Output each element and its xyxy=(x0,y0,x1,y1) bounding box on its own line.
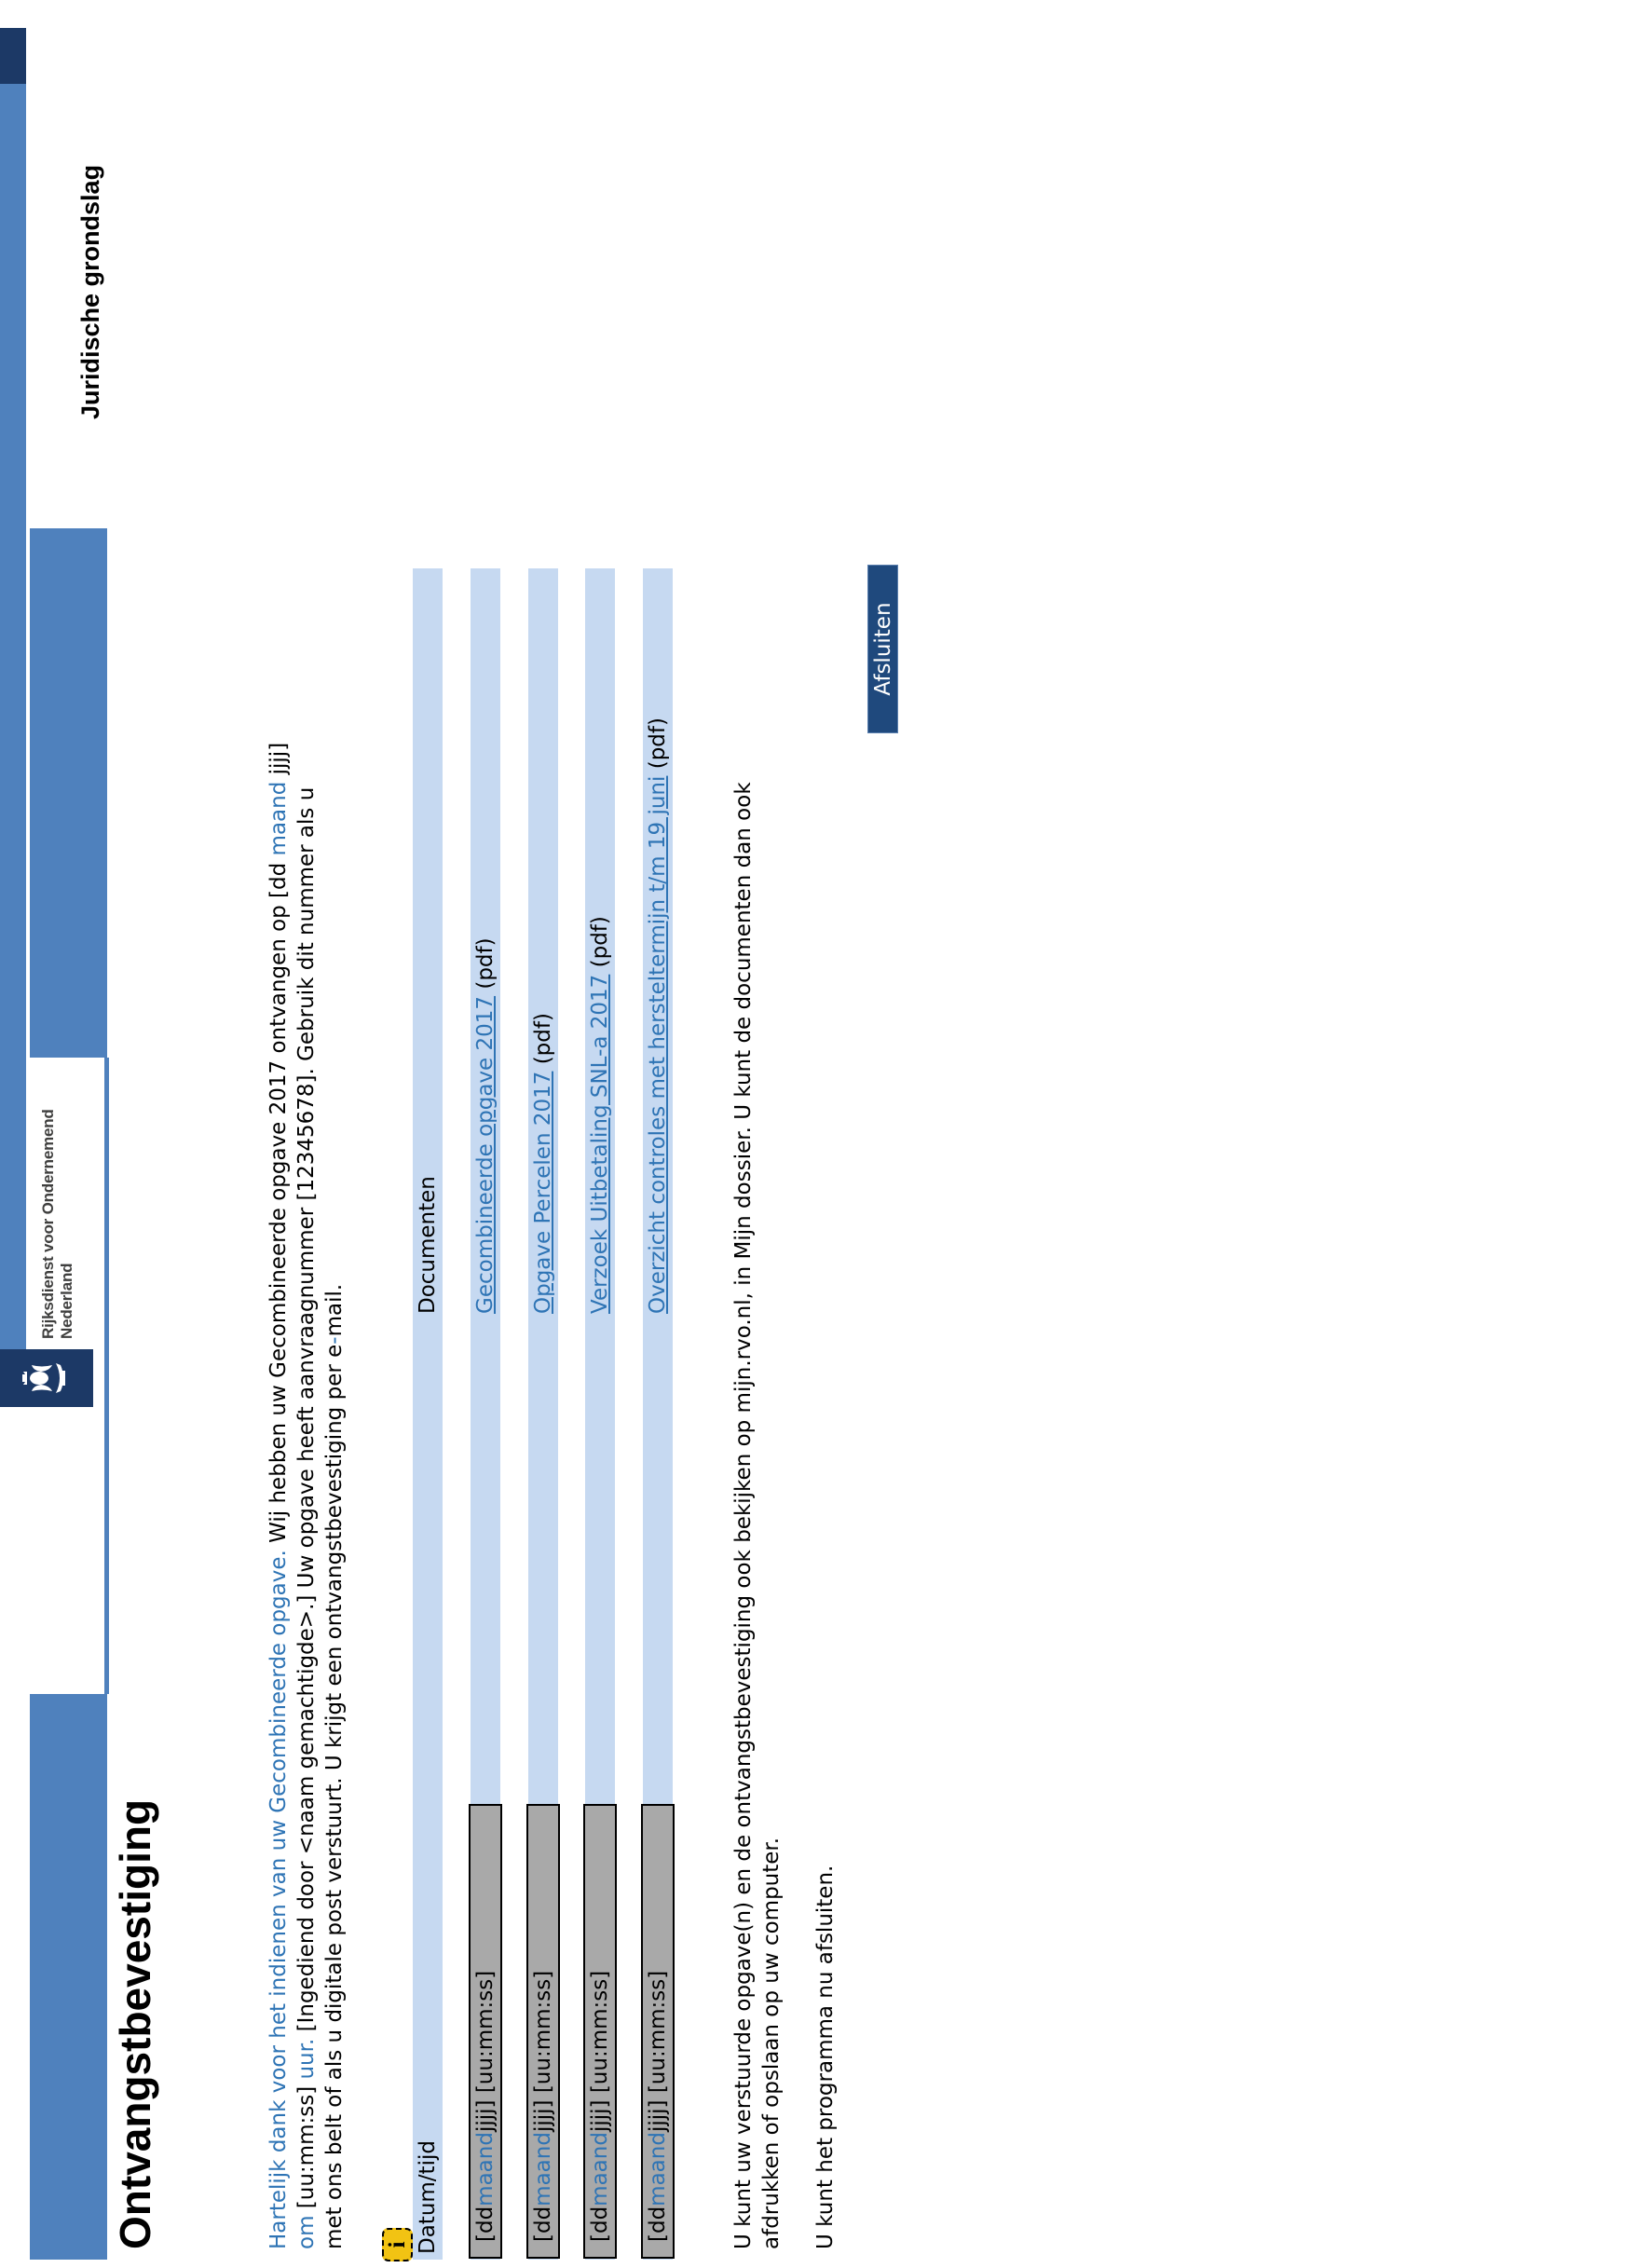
legal-basis-link[interactable]: Juridische grondslag xyxy=(76,164,104,419)
document-link[interactable]: Gecombineerde opgave 2017 xyxy=(473,995,498,1314)
column-header-documenten: Documenten xyxy=(416,1176,440,1314)
document-suffix: (pdf) xyxy=(531,1013,555,1072)
document-suffix: (pdf) xyxy=(473,937,498,996)
datetime-segment: jjjj] [uu:mm:ss] xyxy=(588,1970,612,2133)
datetime-segment: jjjj] [uu:mm:ss] xyxy=(531,1970,555,2133)
document-cell: Gecombineerde opgave 2017 (pdf) xyxy=(473,937,498,1314)
document-link[interactable]: Overzicht controles met hersteltermijn t… xyxy=(646,775,670,1314)
datetime-field: [dd maand jjjj] [uu:mm:ss] xyxy=(526,1804,560,2259)
document-cell: Overzicht controles met hersteltermijn t… xyxy=(646,717,670,1314)
document-suffix: (pdf) xyxy=(646,717,670,776)
footer-paragraph-2: U kunt het programma nu afsluiten. xyxy=(813,1865,838,2249)
datetime-segment: [dd xyxy=(588,2206,612,2242)
text-segment: Hartelijk dank voor het indienen van uw … xyxy=(266,1550,291,2249)
datetime-segment: maand xyxy=(473,2132,498,2207)
header-bar-left xyxy=(30,1694,107,2260)
close-button[interactable]: Afsluiten xyxy=(867,565,898,733)
text-segment: [Ingediend door <naam gemachtigde>.] Uw … xyxy=(294,786,319,2039)
info-icon: i xyxy=(382,2228,413,2261)
datetime-field: [dd maand jjjj] [uu:mm:ss] xyxy=(583,1804,617,2259)
datetime-field: [dd maand jjjj] [uu:mm:ss] xyxy=(469,1804,502,2259)
datetime-segment: [dd xyxy=(531,2206,555,2242)
page-title: Ontvangstbevestiging xyxy=(111,1798,159,2249)
document-suffix: (pdf) xyxy=(588,916,612,975)
table-row: [dd maand jjjj] [uu:mm:ss] Gecombineerde … xyxy=(469,568,502,2260)
column-header-datumtijd: Datum/tijd xyxy=(416,2140,440,2254)
intro-paragraph: Hartelijk dank voor het indienen van uw … xyxy=(265,743,348,2249)
text-segment: uur. xyxy=(294,2038,319,2080)
header-bar-right xyxy=(30,528,107,1058)
datetime-field: [dd maand jjjj] [uu:mm:ss] xyxy=(641,1804,675,2259)
top-edge-strip-dark xyxy=(0,28,26,84)
text-segment: mail. xyxy=(322,1283,347,1337)
text-segment: om xyxy=(294,2215,319,2249)
text-segment: Wij hebben uw Gecombineerde opgave 2017 … xyxy=(266,855,291,1551)
top-edge-strip xyxy=(0,84,26,1355)
text-segment: jjjj] xyxy=(266,742,291,782)
rijksoverheid-ribbon xyxy=(0,1349,93,1407)
intro-line-2: om [uu:mm:ss] uur. [Ingediend door <naam… xyxy=(293,743,321,2249)
datetime-segment: [dd xyxy=(646,2206,670,2242)
datetime-segment: maand xyxy=(646,2132,670,2207)
header-bar-underline xyxy=(104,1058,109,1694)
footer-paragraph-1-line-1: U kunt uw verstuurde opgave(n) en de ont… xyxy=(731,782,756,2249)
document-cell: Verzoek Uitbetaling SNL-a 2017 (pdf) xyxy=(588,916,612,1314)
text-segment: - xyxy=(322,1336,347,1345)
datetime-segment: jjjj] [uu:mm:ss] xyxy=(646,1970,670,2133)
table-row: [dd maand jjjj] [uu:mm:ss] Verzoek Uitbet… xyxy=(583,568,617,2260)
logo-text: Rijksdienst voor Ondernemend Nederland xyxy=(39,1109,76,1339)
footer-paragraph-1-line-2: afdrukken of opslaan op uw computer. xyxy=(759,1837,784,2249)
logo-line2: Nederland xyxy=(58,1263,75,1339)
document-link[interactable]: Opgave Percelen 2017 xyxy=(531,1071,555,1314)
rijksoverheid-crest-icon xyxy=(20,1359,73,1397)
table-row: [dd maand jjjj] [uu:mm:ss] Opgave Percele… xyxy=(526,568,560,2260)
document-link[interactable]: Verzoek Uitbetaling SNL-a 2017 xyxy=(588,974,612,1314)
text-segment: maand xyxy=(266,781,291,856)
text-segment: met ons belt of als u digitale post vers… xyxy=(322,1344,347,2249)
text-segment: [uu:mm:ss] xyxy=(294,2079,319,2216)
datetime-segment: [dd xyxy=(473,2206,498,2242)
datetime-segment: maand xyxy=(588,2132,612,2207)
table-header-row: Datum/tijd Documenten xyxy=(413,568,443,2260)
logo-line1: Rijksdienst voor Ondernemend xyxy=(39,1109,57,1339)
table-row: [dd maand jjjj] [uu:mm:ss] Overzicht cont… xyxy=(641,568,675,2260)
intro-line-1: Hartelijk dank voor het indienen van uw … xyxy=(265,743,293,2249)
intro-line-3: met ons belt of als u digitale post vers… xyxy=(321,743,348,2249)
datetime-segment: maand xyxy=(531,2132,555,2207)
document-cell: Opgave Percelen 2017 (pdf) xyxy=(531,1013,555,1314)
datetime-segment: jjjj] [uu:mm:ss] xyxy=(473,1970,498,2133)
